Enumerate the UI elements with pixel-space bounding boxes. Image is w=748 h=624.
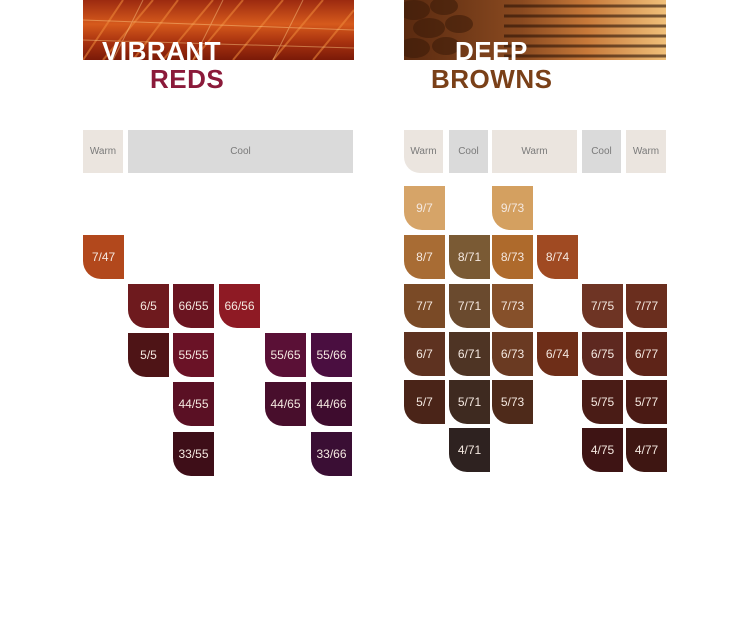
browns-swatch-7-73: 7/73	[492, 284, 533, 328]
browns-swatch-7-7: 7/7	[404, 284, 445, 328]
browns-banner-pattern	[404, 0, 666, 58]
browns-swatch-5-75: 5/75	[582, 380, 623, 424]
reds-swatch-6-5: 6/5	[128, 284, 169, 328]
browns-header-warm-3: Warm	[626, 130, 666, 173]
reds-swatch-33-55: 33/55	[173, 432, 214, 476]
browns-swatch-5-7: 5/7	[404, 380, 445, 424]
browns-header-warm-2: Warm	[492, 130, 577, 173]
reds-swatch-55-55: 55/55	[173, 333, 214, 377]
reds-swatch-55-66: 55/66	[311, 333, 352, 377]
browns-swatch-6-74: 6/74	[537, 332, 578, 376]
reds-header-warm: Warm	[83, 130, 123, 173]
browns-swatch-5-77: 5/77	[626, 380, 667, 424]
browns-swatch-6-7: 6/7	[404, 332, 445, 376]
browns-swatch-4-77: 4/77	[626, 428, 667, 472]
browns-swatch-4-75: 4/75	[582, 428, 623, 472]
reds-swatch-33-66: 33/66	[311, 432, 352, 476]
browns-header-cool-2: Cool	[582, 130, 621, 173]
browns-header-cool-1: Cool	[449, 130, 488, 173]
browns-swatch-5-71: 5/71	[449, 380, 490, 424]
reds-title-line1: VIBRANT	[102, 36, 222, 66]
browns-header-warm-1: Warm	[404, 130, 443, 173]
browns-title-line1: DEEP	[455, 36, 528, 66]
browns-swatch-6-77: 6/77	[626, 332, 667, 376]
browns-swatch-8-7: 8/7	[404, 235, 445, 279]
reds-swatch-66-56: 66/56	[219, 284, 260, 328]
browns-swatch-7-77: 7/77	[626, 284, 667, 328]
browns-swatch-6-75: 6/75	[582, 332, 623, 376]
reds-banner-image	[83, 0, 354, 60]
reds-title-line2: REDS	[150, 64, 225, 94]
browns-swatch-8-74: 8/74	[537, 235, 578, 279]
reds-swatch-44-66: 44/66	[311, 382, 352, 426]
browns-swatch-7-75: 7/75	[582, 284, 623, 328]
browns-swatch-5-73: 5/73	[492, 380, 533, 424]
reds-swatch-5-5: 5/5	[128, 333, 169, 377]
browns-swatch-8-71: 8/71	[449, 235, 490, 279]
browns-banner-image	[404, 0, 666, 60]
reds-swatch-7-47: 7/47	[83, 235, 124, 279]
reds-swatch-44-65: 44/65	[265, 382, 306, 426]
browns-swatch-6-71: 6/71	[449, 332, 490, 376]
reds-header-cool: Cool	[128, 130, 353, 173]
browns-swatch-8-73: 8/73	[492, 235, 533, 279]
browns-swatch-9-73: 9/73	[492, 186, 533, 230]
browns-swatch-9-7: 9/7	[404, 186, 445, 230]
browns-swatch-4-71: 4/71	[449, 428, 490, 472]
reds-swatch-55-65: 55/65	[265, 333, 306, 377]
browns-title-line2: BROWNS	[431, 64, 553, 94]
reds-swatch-66-55: 66/55	[173, 284, 214, 328]
browns-swatch-6-73: 6/73	[492, 332, 533, 376]
reds-banner-pattern	[83, 0, 354, 60]
reds-swatch-44-55: 44/55	[173, 382, 214, 426]
browns-swatch-7-71: 7/71	[449, 284, 490, 328]
